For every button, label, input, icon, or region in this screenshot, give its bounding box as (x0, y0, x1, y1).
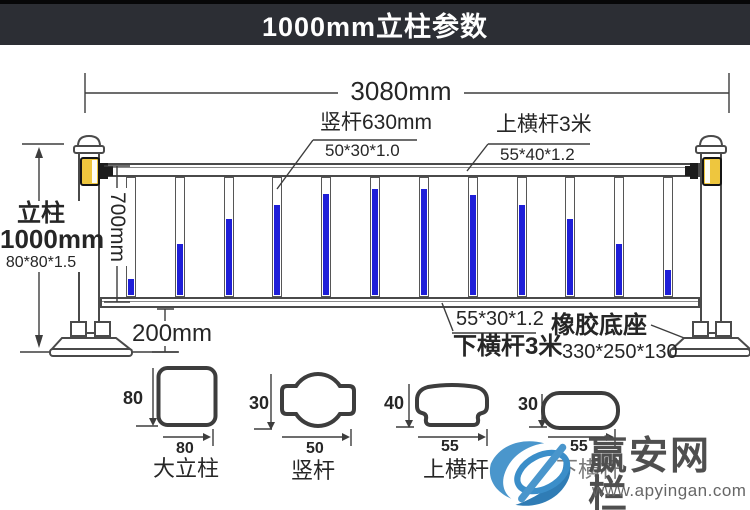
brand-name: 赢安网栏 (588, 435, 712, 510)
top-rail-callout-spec: 55*40*1.2 (500, 145, 575, 164)
profile-vertical-rod-label: 竖杆 (291, 458, 336, 483)
post-callout-spec: 80*80*1.5 (5, 254, 77, 272)
total-width-dimension: 3080mm (338, 77, 464, 106)
brand-swirl-icon (489, 441, 571, 506)
left-reflector (80, 157, 100, 186)
rod-blue-segment (274, 205, 281, 295)
post-caps (73, 134, 727, 154)
fence-rod (223, 177, 234, 297)
rod-blue-segment (225, 219, 232, 295)
profile-post-height-dim: 80 (123, 388, 144, 408)
fence-rod (272, 177, 283, 297)
top-rail (100, 163, 700, 177)
right-reflector (702, 157, 722, 186)
fence-rod (565, 177, 576, 297)
bottom-rail-callout-spec: 55*30*1.2 (456, 308, 544, 330)
watermark-logo: 赢安网栏 www.apyingan.com (484, 431, 750, 510)
fence-rod (516, 177, 527, 297)
left-rail-connector-step (108, 166, 113, 176)
bottom-rail (100, 297, 700, 308)
profile-bottom-rail-shape (541, 391, 620, 430)
right-rail-connector-step (685, 166, 690, 176)
reflector-stripe (705, 160, 710, 183)
fence-rod (418, 177, 429, 297)
rod-blue-segment (665, 270, 671, 295)
post-callout: 立柱 1000mm 80*80*1.5 (0, 200, 105, 273)
reflector-stripe (92, 160, 97, 183)
rubber-base-callout-spec: 330*250*130 (562, 341, 678, 363)
title-bar: 1000mm立柱参数 (0, 0, 750, 45)
rod-blue-segment (323, 194, 330, 295)
rod-blue-segment (616, 244, 623, 295)
fence-rod (174, 177, 185, 297)
fence-rod (467, 177, 478, 297)
rod-blue-segment (567, 219, 574, 295)
left-rail-connector (100, 163, 108, 179)
vertical-rod-callout-label: 竖杆630mm (320, 111, 433, 135)
rod-blue-segment (176, 244, 183, 295)
profile-post-width-dim: 80 (176, 440, 194, 458)
profile-post-label: 大立柱 (153, 456, 220, 481)
rod-blue-segment (372, 189, 379, 295)
rubber-base-callout-label: 橡胶底座 (551, 312, 647, 339)
top-rail-callout-label: 上横杆3米 (496, 113, 592, 137)
post-callout-name: 立柱 (17, 200, 65, 227)
fence-rod (321, 177, 332, 297)
profile-bottom-rail-width-dim: 55 (570, 438, 588, 455)
fence-rod (663, 177, 673, 297)
profile-top-rail-width-dim: 55 (441, 438, 459, 456)
profile-vertical-rod-width-dim: 50 (306, 440, 324, 458)
profile-top-rail-height-dim: 40 (384, 393, 405, 413)
top-rail-inner-line (102, 167, 698, 168)
profile-bottom-rail-label: 下横杆 (556, 457, 623, 482)
profile-vertical-rod-height-dim: 30 (249, 393, 270, 413)
rubber-bases (49, 321, 750, 357)
brand-url: www.apyingan.com (592, 481, 747, 500)
vertical-rod-callout-spec: 50*30*1.0 (325, 141, 400, 160)
rod-height-dimension: 700mm (106, 188, 129, 267)
dimension-arrowheads (35, 147, 614, 441)
profile-post-shape (156, 366, 218, 427)
rod-blue-segment (469, 195, 476, 295)
fence-rod (370, 177, 381, 297)
profile-vertical-rod-shape (280, 372, 356, 428)
profile-top-rail-label: 上横杆 (423, 457, 490, 482)
bottom-rail-inner-line (102, 301, 698, 302)
profile-shapes (156, 366, 620, 430)
rod-blue-segment (128, 279, 134, 295)
profile-bottom-rail-height-dim: 30 (518, 394, 539, 414)
rod-blue-segment (420, 189, 427, 295)
page-title: 1000mm立柱参数 (261, 12, 489, 42)
post-callout-height: 1000mm (0, 224, 105, 255)
right-rail-connector (690, 163, 698, 179)
rod-blue-segment (518, 205, 525, 295)
profile-top-rail-shape (415, 383, 489, 427)
ground-clearance-dimension: 200mm (132, 320, 213, 347)
bottom-rail-callout-label: 下横杆3米 (453, 333, 563, 360)
fence-rod (614, 177, 625, 297)
